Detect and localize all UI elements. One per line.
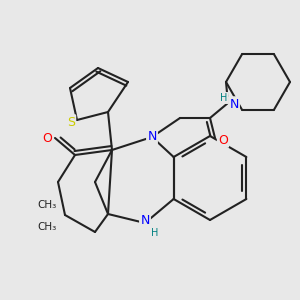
Text: CH₃: CH₃ bbox=[38, 200, 57, 210]
Text: O: O bbox=[218, 134, 228, 146]
Text: N: N bbox=[140, 214, 150, 227]
Text: N: N bbox=[229, 98, 239, 110]
Text: O: O bbox=[42, 131, 52, 145]
Text: H: H bbox=[220, 93, 228, 103]
Text: S: S bbox=[67, 116, 75, 128]
Text: N: N bbox=[147, 130, 157, 143]
Text: H: H bbox=[151, 228, 159, 238]
Text: CH₃: CH₃ bbox=[38, 222, 57, 232]
